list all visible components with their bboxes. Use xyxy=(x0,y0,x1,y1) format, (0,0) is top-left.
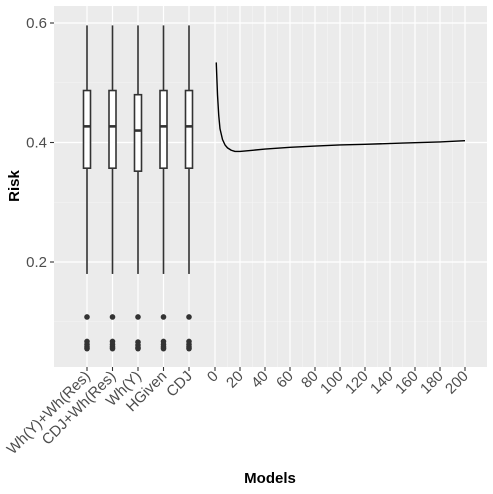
risk-line-path xyxy=(215,62,466,153)
y-tick-label: 0.2 xyxy=(26,254,47,271)
outlier-point xyxy=(109,345,116,352)
outlier-point xyxy=(109,314,116,320)
outlier-point xyxy=(186,314,192,320)
outlier-point xyxy=(160,345,167,352)
x-tick-label-numeric: 40 xyxy=(248,368,272,392)
boxplot-1 xyxy=(108,25,117,352)
boxplot-4 xyxy=(184,25,194,352)
y-tick-label: 0.6 xyxy=(26,15,47,32)
x-tick-label-numeric: 160 xyxy=(392,368,422,398)
y-tick-label: 0.4 xyxy=(26,135,47,152)
outlier-point xyxy=(84,345,90,352)
boxplot-3 xyxy=(159,25,168,352)
boxplots xyxy=(82,25,194,352)
x-tick-label-model: CDJ xyxy=(163,368,196,401)
y-axis-title: Risk xyxy=(6,170,23,202)
box-iqr xyxy=(133,93,143,172)
x-tick-label-numeric: 140 xyxy=(367,368,397,398)
box-iqr xyxy=(184,89,194,169)
x-tick-label-numeric: 180 xyxy=(417,368,447,398)
box-iqr xyxy=(82,89,92,169)
x-tick-label-numeric: 60 xyxy=(273,368,297,392)
panel-background xyxy=(54,6,487,367)
box-iqr xyxy=(108,89,117,169)
boxplot-2 xyxy=(133,25,143,352)
x-tick-label-numeric: 80 xyxy=(298,368,322,392)
box-iqr xyxy=(159,89,168,169)
outlier-point xyxy=(135,314,141,320)
x-tick-label-numeric: 0 xyxy=(204,368,222,386)
outlier-point xyxy=(160,314,167,320)
outlier-point xyxy=(186,345,192,352)
boxplot-0 xyxy=(82,25,92,352)
outlier-point xyxy=(135,345,141,352)
x-tick-label-numeric: 100 xyxy=(317,368,347,398)
x-tick-label-numeric: 120 xyxy=(342,368,372,398)
x-tick-label-numeric: 20 xyxy=(223,368,247,392)
x-tick-label-numeric: 200 xyxy=(442,368,472,398)
x-axis-title: Models xyxy=(244,470,296,487)
outlier-point xyxy=(84,314,90,320)
risk-line xyxy=(215,62,466,153)
